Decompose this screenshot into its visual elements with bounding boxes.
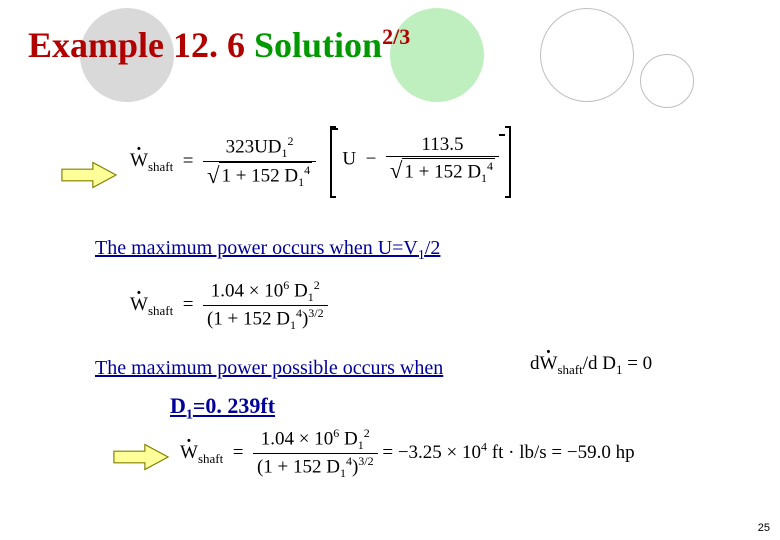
text-max-power-possible: The maximum power possible occurs when [95, 357, 443, 380]
f1-den1sub: 1 [298, 175, 304, 189]
f2-numb: D [289, 280, 307, 301]
l3-sub: 1 [186, 407, 193, 422]
f1-w: W [130, 150, 148, 171]
f2-densub: 1 [290, 318, 296, 332]
f3-w: W [540, 353, 558, 374]
formula-wshaft-final: Wshaft = 1.04 × 106 D12 (1 + 152 D14)3/2… [180, 426, 635, 481]
f4-w: W [180, 442, 198, 463]
f4-wsub: shaft [198, 451, 223, 466]
f2-numsubd: 1 [308, 290, 314, 304]
f4-numa: 1.04 × 10 [261, 428, 333, 449]
l3-a: D [170, 393, 186, 418]
f1-num1: 323UD [226, 136, 282, 157]
f2-w: W [130, 294, 148, 315]
f1-den2exp: 4 [487, 159, 493, 173]
l1-sub: 1 [418, 248, 425, 263]
f2-numexpd: 2 [314, 278, 320, 292]
f3-wsub: shaft [557, 362, 582, 377]
slide-title: Example 12. 6 Solution2/3 [28, 24, 410, 66]
f4-eq1: = −3.25 × 10 [382, 442, 481, 463]
bg-circle-3 [540, 8, 634, 102]
text-d1-result: D1=0. 239ft [170, 393, 275, 423]
f2-dena: (1 + 152 D [207, 308, 290, 329]
arrow-icon-2 [112, 442, 170, 472]
f1-den1exp: 4 [304, 163, 310, 177]
f1-num2: 113.5 [386, 134, 499, 157]
title-example: Example 12. 6 [28, 25, 254, 65]
f1-den1: 1 + 152 D [221, 166, 298, 187]
f4-numb: D [339, 428, 357, 449]
f2-denoexp: 3/2 [308, 306, 323, 320]
f1-wsub: shaft [148, 159, 173, 174]
formula-wshaft-2: Wshaft = 1.04 × 106 D12 (1 + 152 D14)3/2 [130, 278, 328, 333]
text-max-power-occurs: The maximum power occurs when U=V1/2 [95, 237, 440, 264]
arrow-icon-1 [60, 160, 118, 190]
f4-numsubd: 1 [358, 438, 364, 452]
f1-num1sub: 1 [282, 146, 288, 160]
formula-derivative: dWshaft/d D1 = 0 [530, 353, 652, 378]
page-number: 25 [758, 522, 770, 534]
f3-rhs: = 0 [622, 353, 652, 374]
title-sup: 2/3 [382, 24, 410, 49]
l1-b: /2 [425, 237, 441, 259]
f1-U: U [342, 148, 356, 169]
f2-numa: 1.04 × 10 [211, 280, 283, 301]
f4-densub: 1 [340, 466, 346, 480]
f1-den2: 1 + 152 D [404, 161, 481, 182]
formula-wshaft-1: Wshaft = 323UD12 1 + 152 D14 U − 113.5 1… [130, 128, 511, 196]
f4-eq2: ft · lb/s = −59.0 hp [487, 442, 635, 463]
f4-denoexp: 3/2 [358, 454, 373, 468]
l3-b: =0. 239ft [193, 393, 275, 418]
f3-slash: /d D [583, 353, 616, 374]
f3-d: d [530, 353, 540, 374]
f2-wsub: shaft [148, 303, 173, 318]
f4-dena: (1 + 152 D [257, 456, 340, 477]
l2: The maximum power possible occurs when [95, 357, 443, 379]
bg-circle-4 [640, 54, 694, 108]
f4-numexpd: 2 [364, 426, 370, 440]
title-solution: Solution [254, 25, 382, 65]
f1-num1exp: 2 [288, 134, 294, 148]
l1-a: The maximum power occurs when U=V [95, 237, 418, 259]
